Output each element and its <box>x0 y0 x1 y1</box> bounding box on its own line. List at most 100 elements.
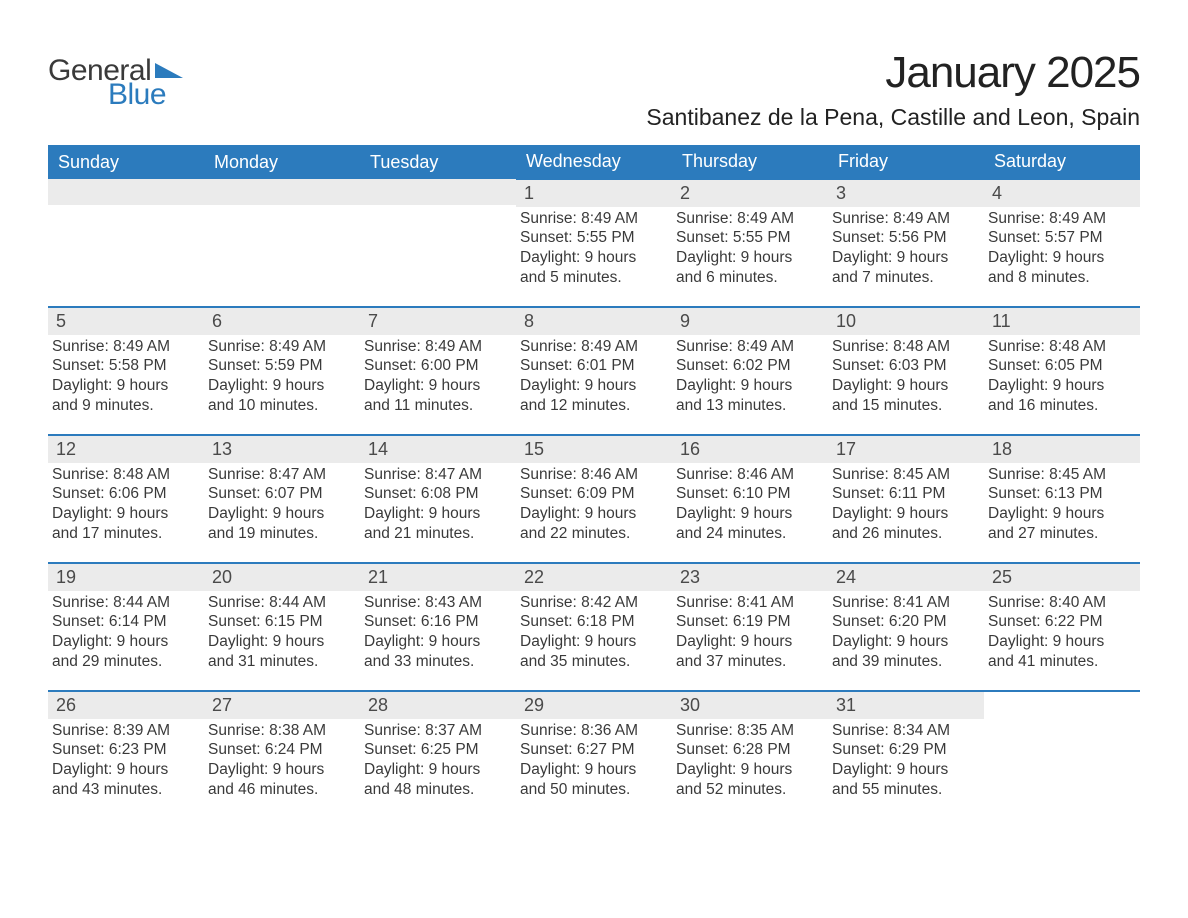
calendar-cell: 10Sunrise: 8:48 AMSunset: 6:03 PMDayligh… <box>828 307 984 435</box>
day-sunrise: Sunrise: 8:37 AM <box>364 721 516 741</box>
calendar-cell: 25Sunrise: 8:40 AMSunset: 6:22 PMDayligh… <box>984 563 1140 691</box>
day-number: 23 <box>672 564 828 591</box>
day-sunrise: Sunrise: 8:49 AM <box>676 337 828 357</box>
day-number: 3 <box>828 180 984 207</box>
day-number: 10 <box>828 308 984 335</box>
day-dl2: and 46 minutes. <box>208 780 360 800</box>
day-body: Sunrise: 8:49 AMSunset: 5:58 PMDaylight:… <box>48 335 204 422</box>
day-number: 8 <box>516 308 672 335</box>
day-number: 18 <box>984 436 1140 463</box>
day-dl1: Daylight: 9 hours <box>52 504 204 524</box>
empty-day-bar <box>360 179 516 205</box>
day-body: Sunrise: 8:44 AMSunset: 6:14 PMDaylight:… <box>48 591 204 678</box>
day-sunset: Sunset: 5:58 PM <box>52 356 204 376</box>
day-sunset: Sunset: 6:11 PM <box>832 484 984 504</box>
day-body: Sunrise: 8:42 AMSunset: 6:18 PMDaylight:… <box>516 591 672 678</box>
day-sunrise: Sunrise: 8:36 AM <box>520 721 672 741</box>
day-dl2: and 33 minutes. <box>364 652 516 672</box>
day-dl2: and 22 minutes. <box>520 524 672 544</box>
day-dl2: and 12 minutes. <box>520 396 672 416</box>
day-dl1: Daylight: 9 hours <box>208 760 360 780</box>
calendar-cell <box>984 691 1140 819</box>
calendar-cell: 4Sunrise: 8:49 AMSunset: 5:57 PMDaylight… <box>984 179 1140 307</box>
day-dl2: and 52 minutes. <box>676 780 828 800</box>
calendar-cell: 1Sunrise: 8:49 AMSunset: 5:55 PMDaylight… <box>516 179 672 307</box>
calendar-cell: 11Sunrise: 8:48 AMSunset: 6:05 PMDayligh… <box>984 307 1140 435</box>
day-body: Sunrise: 8:45 AMSunset: 6:11 PMDaylight:… <box>828 463 984 550</box>
day-sunrise: Sunrise: 8:49 AM <box>364 337 516 357</box>
day-dl2: and 21 minutes. <box>364 524 516 544</box>
day-sunset: Sunset: 5:57 PM <box>988 228 1140 248</box>
day-body: Sunrise: 8:41 AMSunset: 6:20 PMDaylight:… <box>828 591 984 678</box>
day-body: Sunrise: 8:49 AMSunset: 5:56 PMDaylight:… <box>828 207 984 294</box>
calendar-cell <box>48 179 204 307</box>
day-sunrise: Sunrise: 8:49 AM <box>520 337 672 357</box>
day-sunrise: Sunrise: 8:49 AM <box>988 209 1140 229</box>
day-sunrise: Sunrise: 8:39 AM <box>52 721 204 741</box>
day-sunset: Sunset: 6:18 PM <box>520 612 672 632</box>
day-dl1: Daylight: 9 hours <box>988 632 1140 652</box>
calendar-cell <box>360 179 516 307</box>
location: Santibanez de la Pena, Castille and Leon… <box>646 104 1140 131</box>
empty-day-bar <box>48 179 204 205</box>
day-number: 2 <box>672 180 828 207</box>
day-dl1: Daylight: 9 hours <box>832 248 984 268</box>
calendar-cell: 29Sunrise: 8:36 AMSunset: 6:27 PMDayligh… <box>516 691 672 819</box>
day-dl2: and 9 minutes. <box>52 396 204 416</box>
empty-day-bar <box>204 179 360 205</box>
day-sunset: Sunset: 6:24 PM <box>208 740 360 760</box>
day-dl2: and 7 minutes. <box>832 268 984 288</box>
weekday-header: Friday <box>828 145 984 179</box>
calendar-cell: 18Sunrise: 8:45 AMSunset: 6:13 PMDayligh… <box>984 435 1140 563</box>
day-number: 12 <box>48 436 204 463</box>
day-sunset: Sunset: 5:55 PM <box>520 228 672 248</box>
day-sunrise: Sunrise: 8:42 AM <box>520 593 672 613</box>
day-number: 7 <box>360 308 516 335</box>
day-sunset: Sunset: 6:27 PM <box>520 740 672 760</box>
day-sunset: Sunset: 6:19 PM <box>676 612 828 632</box>
day-sunset: Sunset: 6:16 PM <box>364 612 516 632</box>
day-sunrise: Sunrise: 8:49 AM <box>832 209 984 229</box>
day-dl2: and 29 minutes. <box>52 652 204 672</box>
day-number: 11 <box>984 308 1140 335</box>
day-dl1: Daylight: 9 hours <box>832 376 984 396</box>
day-body: Sunrise: 8:36 AMSunset: 6:27 PMDaylight:… <box>516 719 672 806</box>
day-dl1: Daylight: 9 hours <box>520 248 672 268</box>
day-sunset: Sunset: 6:29 PM <box>832 740 984 760</box>
day-sunrise: Sunrise: 8:41 AM <box>832 593 984 613</box>
day-dl2: and 43 minutes. <box>52 780 204 800</box>
day-sunset: Sunset: 6:25 PM <box>364 740 516 760</box>
day-dl1: Daylight: 9 hours <box>520 632 672 652</box>
month-title: January 2025 <box>646 48 1140 98</box>
day-dl1: Daylight: 9 hours <box>364 632 516 652</box>
day-number: 14 <box>360 436 516 463</box>
calendar-cell: 16Sunrise: 8:46 AMSunset: 6:10 PMDayligh… <box>672 435 828 563</box>
day-dl1: Daylight: 9 hours <box>208 504 360 524</box>
header: General Blue January 2025 Santibanez de … <box>48 40 1140 141</box>
day-sunset: Sunset: 6:02 PM <box>676 356 828 376</box>
day-sunrise: Sunrise: 8:35 AM <box>676 721 828 741</box>
day-body: Sunrise: 8:40 AMSunset: 6:22 PMDaylight:… <box>984 591 1140 678</box>
calendar-cell: 5Sunrise: 8:49 AMSunset: 5:58 PMDaylight… <box>48 307 204 435</box>
calendar-cell: 31Sunrise: 8:34 AMSunset: 6:29 PMDayligh… <box>828 691 984 819</box>
day-dl1: Daylight: 9 hours <box>208 376 360 396</box>
day-dl2: and 24 minutes. <box>676 524 828 544</box>
calendar-cell: 6Sunrise: 8:49 AMSunset: 5:59 PMDaylight… <box>204 307 360 435</box>
day-sunrise: Sunrise: 8:49 AM <box>520 209 672 229</box>
day-body: Sunrise: 8:49 AMSunset: 6:01 PMDaylight:… <box>516 335 672 422</box>
title-block: January 2025 Santibanez de la Pena, Cast… <box>646 40 1140 141</box>
day-dl1: Daylight: 9 hours <box>52 632 204 652</box>
day-dl2: and 27 minutes. <box>988 524 1140 544</box>
day-body: Sunrise: 8:48 AMSunset: 6:03 PMDaylight:… <box>828 335 984 422</box>
calendar-cell: 14Sunrise: 8:47 AMSunset: 6:08 PMDayligh… <box>360 435 516 563</box>
day-number: 24 <box>828 564 984 591</box>
day-sunset: Sunset: 6:28 PM <box>676 740 828 760</box>
day-dl1: Daylight: 9 hours <box>520 376 672 396</box>
day-sunset: Sunset: 6:20 PM <box>832 612 984 632</box>
day-dl2: and 16 minutes. <box>988 396 1140 416</box>
day-sunset: Sunset: 6:14 PM <box>52 612 204 632</box>
day-number: 19 <box>48 564 204 591</box>
logo: General Blue <box>48 40 183 110</box>
weekday-header: Saturday <box>984 145 1140 179</box>
calendar-cell: 22Sunrise: 8:42 AMSunset: 6:18 PMDayligh… <box>516 563 672 691</box>
